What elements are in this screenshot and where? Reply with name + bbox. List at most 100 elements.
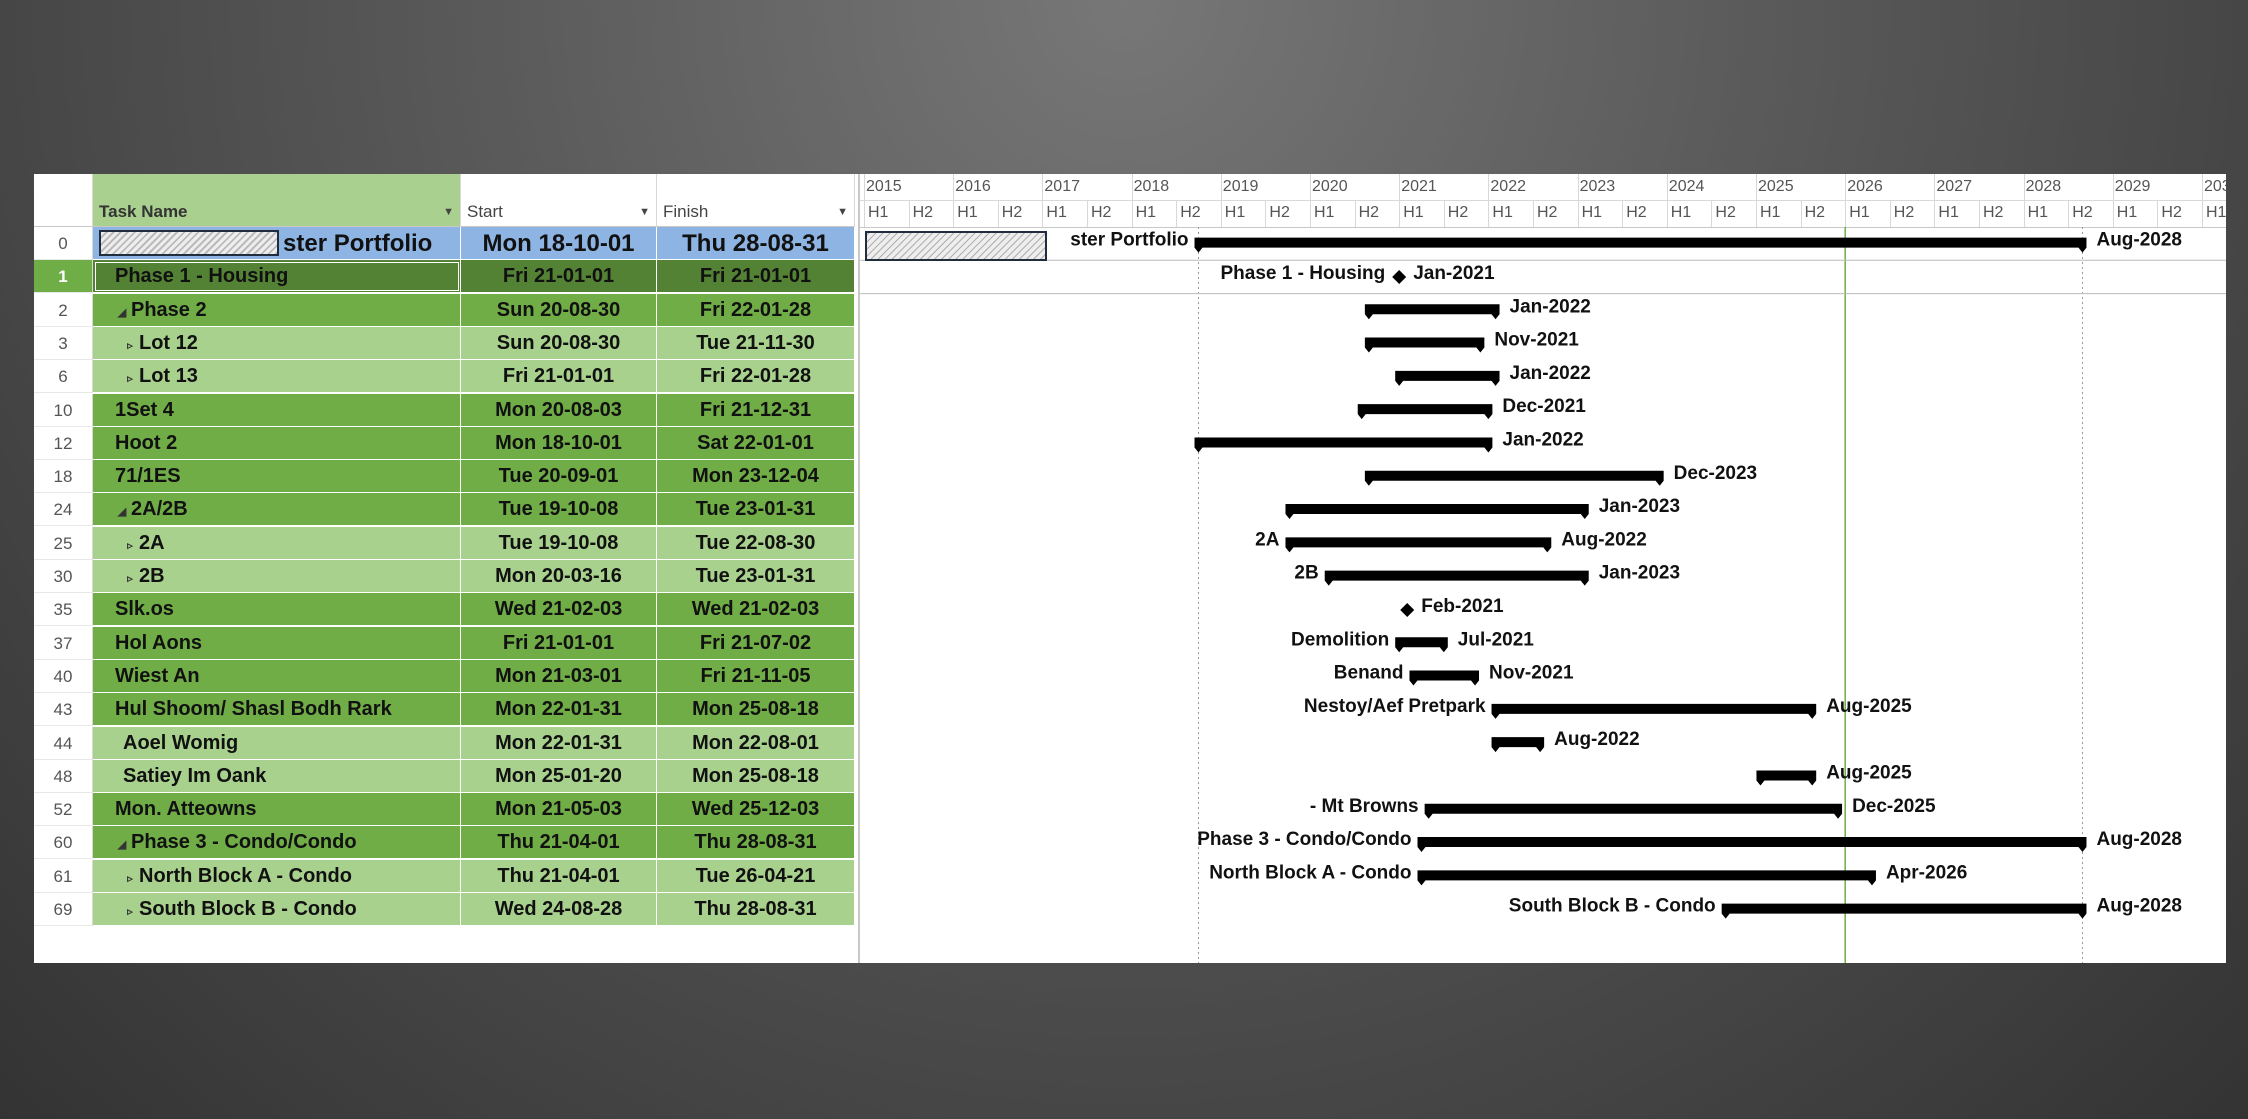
task-name-cell[interactable]: Hoot 2	[93, 426, 461, 460]
table-row[interactable]: 10 1Set 4 Mon 20-08-03 Fri 21-12-31	[34, 393, 855, 427]
table-row[interactable]: 40 Wiest An Mon 21-03-01 Fri 21-11-05	[34, 659, 855, 693]
start-cell[interactable]: Wed 21-02-03	[461, 593, 657, 627]
table-row[interactable]: 24 ◢ 2A/2B Tue 19-10-08 Tue 23-01-31	[34, 493, 855, 527]
task-name-cell[interactable]: ▹ 2B	[93, 560, 461, 593]
row-id[interactable]: 40	[34, 659, 93, 693]
start-cell[interactable]: Mon 18-10-01	[461, 227, 657, 260]
table-row[interactable]: 60 ◢ Phase 3 - Condo/Condo Thu 21-04-01 Thu …	[34, 826, 855, 860]
summary-bar[interactable]	[1285, 537, 1552, 553]
timescale[interactable]: 2015 H1 H2 2016 H1 H2 2017 H1 H2 2018 H1 H2 2019 H1 H2…	[860, 174, 2226, 228]
task-name-cell[interactable]: Aoel Womig	[93, 726, 461, 760]
start-header[interactable]: Start ▼	[461, 174, 657, 227]
expand-icon[interactable]: ▹	[127, 373, 133, 386]
finish-cell[interactable]: Tue 23-01-31	[657, 493, 855, 527]
table-row[interactable]: 35 Slk.os Wed 21-02-03 Wed 21-02-03	[34, 593, 855, 627]
finish-cell[interactable]: Mon 22-08-01	[657, 726, 855, 760]
finish-cell[interactable]: Tue 23-01-31	[657, 560, 855, 593]
summary-bar[interactable]	[1364, 337, 1485, 353]
task-name-cell[interactable]: ▹ Lot 12	[93, 326, 461, 360]
row-id[interactable]: 6	[34, 360, 93, 394]
table-row[interactable]: 69 ▹ South Block B - Condo Wed 24-08-28 Thu …	[34, 893, 855, 926]
summary-bar[interactable]	[1364, 470, 1664, 486]
finish-header[interactable]: Finish ▼	[657, 174, 855, 227]
summary-bar[interactable]	[1491, 703, 1817, 719]
start-cell[interactable]: Sun 20-08-30	[461, 326, 657, 360]
start-cell[interactable]: Mon 25-01-20	[461, 759, 657, 793]
task-name-cell[interactable]: ▹ Lot 13	[93, 360, 461, 394]
table-row[interactable]: 18 71/1ES Tue 20-09-01 Mon 23-12-04	[34, 460, 855, 494]
finish-cell[interactable]: Mon 23-12-04	[657, 460, 855, 494]
row-id-header[interactable]	[34, 174, 93, 227]
start-cell[interactable]: Mon 18-10-01	[461, 426, 657, 460]
gantt-bars-area[interactable]: Aug-2028 ster Portfolio Jan-2021 Phase 1 - …	[860, 227, 2226, 963]
summary-bar[interactable]	[1756, 770, 1817, 786]
row-id[interactable]: 10	[34, 393, 93, 427]
summary-bar[interactable]	[1364, 304, 1500, 320]
table-row[interactable]: 3 ▹ Lot 12 Sun 20-08-30 Tue 21-11-30	[34, 326, 855, 360]
table-row[interactable]: 2 ◢ Phase 2 Sun 20-08-30 Fri 22-01-28	[34, 293, 855, 327]
summary-bar[interactable]	[1395, 370, 1500, 386]
task-name-cell[interactable]: 71/1ES	[93, 460, 461, 494]
row-id[interactable]: 61	[34, 859, 93, 893]
row-id[interactable]: 60	[34, 826, 93, 860]
start-cell[interactable]: Mon 20-03-16	[461, 560, 657, 593]
finish-cell[interactable]: Fri 22-01-28	[657, 360, 855, 394]
summary-bar[interactable]	[1395, 637, 1448, 653]
collapse-icon[interactable]: ◢	[117, 306, 127, 319]
task-name-cell[interactable]: Slk.os	[93, 593, 461, 627]
summary-bar[interactable]	[1491, 737, 1545, 753]
summary-bar[interactable]	[1417, 837, 2087, 853]
expand-icon[interactable]: ▹	[127, 539, 133, 552]
task-name-cell[interactable]: ▹ North Block A - Condo	[93, 859, 461, 893]
milestone-diamond[interactable]	[1400, 602, 1415, 617]
table-row[interactable]: 61 ▹ North Block A - Condo Thu 21-04-01 Tue …	[34, 859, 855, 893]
table-row[interactable]: 1 Phase 1 - Housing Fri 21-01-01 Fri 21-01-…	[34, 260, 855, 294]
row-id[interactable]: 2	[34, 293, 93, 327]
start-cell[interactable]: Wed 24-08-28	[461, 893, 657, 926]
table-row[interactable]: 43 Hul Shoom/ Shasl Bodh Rark Mon 22-01-31…	[34, 693, 855, 727]
finish-cell[interactable]: Fri 21-07-02	[657, 626, 855, 660]
row-id[interactable]: 3	[34, 326, 93, 360]
summary-bar[interactable]	[1285, 504, 1589, 520]
task-name-cell[interactable]: ▹ South Block B - Condo	[93, 893, 461, 926]
finish-cell[interactable]: Tue 22-08-30	[657, 526, 855, 560]
start-cell[interactable]: Mon 22-01-31	[461, 726, 657, 760]
start-cell[interactable]: Mon 21-05-03	[461, 793, 657, 827]
start-cell[interactable]: Mon 21-03-01	[461, 659, 657, 693]
task-name-cell[interactable]: ◢ 2A/2B	[93, 493, 461, 527]
summary-bar[interactable]	[1194, 437, 1493, 453]
task-name-filter-icon[interactable]: ▼	[443, 206, 454, 218]
table-row[interactable]: 12 Hoot 2 Mon 18-10-01 Sat 22-01-01	[34, 426, 855, 460]
row-id[interactable]: 35	[34, 593, 93, 627]
row-id[interactable]: 18	[34, 460, 93, 494]
task-name-cell[interactable]: ◢ Phase 3 - Condo/Condo	[93, 826, 461, 860]
summary-bar[interactable]	[1357, 404, 1493, 420]
start-cell[interactable]: Mon 20-08-03	[461, 393, 657, 427]
table-row[interactable]: 52 Mon. Atteowns Mon 21-05-03 Wed 25-12-03	[34, 793, 855, 827]
collapse-icon[interactable]: ◢	[117, 506, 127, 519]
task-name-cell[interactable]: 1Set 4	[93, 393, 461, 427]
row-id[interactable]: 44	[34, 726, 93, 760]
task-name-cell[interactable]: Satiey Im Oank	[93, 759, 461, 793]
table-row[interactable]: 0 ster Portfolio Mon 18-10-01 Thu 28-08-31	[34, 227, 855, 260]
table-row[interactable]: 44 Aoel Womig Mon 22-01-31 Mon 22-08-01	[34, 726, 855, 760]
start-cell[interactable]: Fri 21-01-01	[461, 360, 657, 394]
row-id[interactable]: 24	[34, 493, 93, 527]
finish-cell[interactable]: Fri 21-12-31	[657, 393, 855, 427]
start-cell[interactable]: Thu 21-04-01	[461, 826, 657, 860]
finish-cell[interactable]: Fri 22-01-28	[657, 293, 855, 327]
task-name-cell[interactable]: Mon. Atteowns	[93, 793, 461, 827]
start-filter-icon[interactable]: ▼	[639, 206, 650, 218]
summary-bar[interactable]	[1424, 803, 1843, 819]
task-name-cell[interactable]: Phase 1 - Housing	[93, 260, 461, 294]
row-id[interactable]: 52	[34, 793, 93, 827]
table-row[interactable]: 25 ▹ 2A Tue 19-10-08 Tue 22-08-30	[34, 526, 855, 560]
task-name-cell[interactable]: Hol Aons	[93, 626, 461, 660]
expand-icon[interactable]: ▹	[127, 573, 133, 585]
expand-icon[interactable]: ▹	[127, 906, 133, 918]
finish-cell[interactable]: Fri 21-11-05	[657, 659, 855, 693]
row-id[interactable]: 37	[34, 626, 93, 660]
row-id[interactable]: 48	[34, 759, 93, 793]
task-name-header[interactable]: Task Name ▼	[93, 174, 461, 227]
collapse-icon[interactable]: ◢	[117, 839, 127, 852]
